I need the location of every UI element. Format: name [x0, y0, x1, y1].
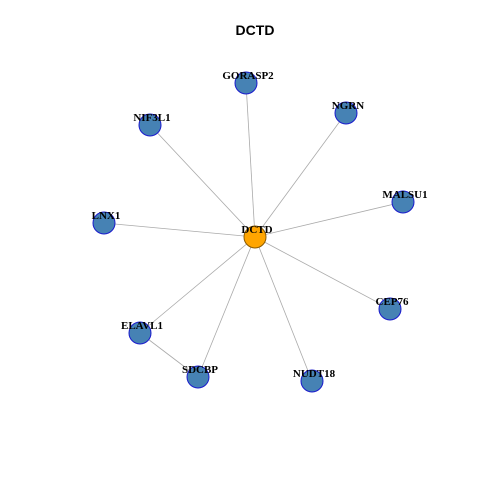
node	[92, 211, 116, 235]
edge	[254, 236, 391, 310]
node	[243, 225, 267, 249]
edge	[254, 112, 347, 238]
edge	[245, 82, 256, 238]
node	[234, 71, 258, 95]
node-label: NGRN	[332, 100, 364, 112]
node-label: NUDT18	[293, 368, 336, 380]
node-label: ELAVL1	[121, 320, 163, 332]
edges	[103, 82, 404, 382]
node	[186, 365, 210, 389]
node-label: SDCBP	[182, 364, 218, 376]
edge	[197, 236, 256, 378]
node	[378, 297, 402, 321]
node-label: DCTD	[241, 224, 272, 236]
nodes: DCTD GORASP2 NGRN MALSU1 CEP76 NUDT18 SDCBP ELA…	[92, 70, 428, 393]
title: DCTD	[236, 22, 275, 38]
edge	[254, 236, 313, 382]
node	[391, 190, 415, 214]
node	[334, 101, 358, 125]
node-label: GORASP2	[222, 70, 274, 82]
node-label: LNX1	[92, 210, 121, 222]
node	[138, 113, 162, 137]
node-label: CEP76	[376, 296, 410, 308]
node	[300, 369, 324, 393]
edge	[254, 201, 404, 238]
node-label: MALSU1	[382, 189, 427, 201]
edge	[139, 332, 199, 378]
edge	[103, 222, 256, 238]
edge	[149, 124, 256, 238]
node	[128, 321, 152, 345]
node-label: NIF3L1	[133, 112, 170, 124]
edge	[139, 236, 256, 334]
